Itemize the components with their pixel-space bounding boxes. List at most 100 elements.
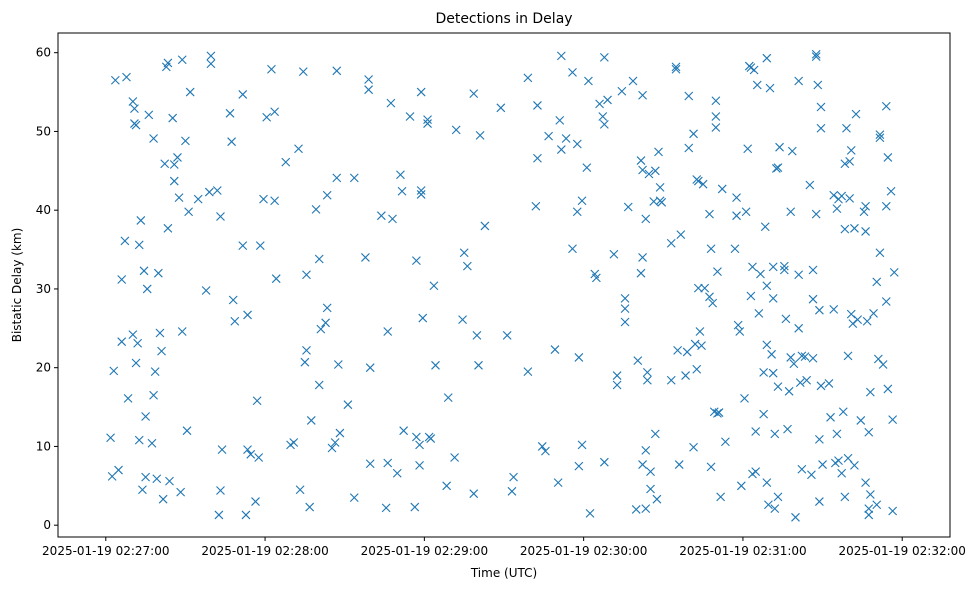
- data-point: [641, 445, 651, 455]
- data-point: [837, 191, 847, 201]
- data-point: [423, 119, 432, 128]
- data-point: [628, 76, 638, 86]
- y-tick-label: 60: [36, 46, 51, 60]
- data-point: [214, 510, 224, 520]
- data-point: [431, 360, 440, 370]
- data-point: [267, 64, 276, 74]
- data-point: [412, 256, 421, 265]
- x-tick-label: 2025-01-19 02:28:00: [201, 544, 328, 558]
- data-point: [642, 375, 652, 385]
- data-point: [416, 190, 426, 199]
- data-point: [311, 205, 321, 214]
- data-point: [241, 510, 251, 520]
- data-point: [577, 440, 587, 450]
- data-point: [410, 502, 420, 512]
- data-point: [650, 166, 660, 176]
- data-point: [631, 505, 641, 514]
- y-axis: 0 10 20 30 40 50 60: [36, 46, 58, 532]
- data-point: [816, 102, 826, 112]
- data-point: [856, 416, 866, 425]
- data-point: [717, 184, 727, 194]
- data-point: [864, 427, 874, 437]
- data-point: [740, 394, 749, 403]
- data-point: [131, 358, 141, 368]
- data-point: [399, 426, 409, 436]
- data-point: [690, 339, 700, 349]
- data-point: [321, 318, 330, 328]
- data-point: [764, 500, 773, 510]
- data-point: [475, 130, 485, 140]
- data-point: [861, 478, 870, 488]
- data-point: [598, 112, 608, 121]
- data-point: [735, 327, 745, 336]
- data-point: [306, 416, 316, 425]
- data-point: [840, 159, 850, 169]
- data-point: [869, 308, 878, 318]
- data-point: [883, 153, 893, 162]
- data-point: [850, 223, 859, 233]
- data-point: [794, 270, 804, 280]
- y-tick-label: 0: [43, 518, 51, 532]
- data-point: [617, 86, 627, 96]
- data-point: [383, 327, 393, 336]
- data-point: [462, 261, 472, 271]
- data-point: [225, 108, 235, 118]
- data-point: [174, 193, 184, 202]
- data-point: [843, 351, 853, 361]
- data-point: [109, 366, 119, 376]
- data-point: [733, 320, 743, 330]
- data-point: [816, 123, 826, 133]
- y-tick-label: 40: [36, 203, 51, 217]
- data-point: [238, 241, 248, 251]
- data-point: [327, 443, 337, 453]
- data-point: [523, 367, 533, 377]
- data-point: [865, 490, 875, 499]
- data-point: [271, 274, 281, 284]
- data-point: [577, 196, 587, 206]
- data-point: [773, 163, 783, 173]
- data-point: [843, 453, 853, 463]
- data-point: [644, 169, 654, 179]
- data-point: [654, 147, 663, 157]
- data-point: [206, 59, 216, 69]
- data-point: [636, 156, 646, 165]
- data-point: [762, 478, 772, 488]
- data-point: [314, 380, 324, 390]
- data-point: [165, 476, 174, 486]
- data-point: [182, 426, 192, 436]
- data-point: [450, 453, 460, 462]
- data-point: [732, 211, 741, 221]
- data-point: [673, 345, 683, 355]
- data-point: [141, 472, 150, 482]
- data-point: [609, 249, 619, 259]
- data-point: [636, 268, 646, 278]
- data-point: [638, 460, 647, 469]
- data-point: [122, 72, 131, 82]
- data-point: [708, 298, 718, 308]
- data-point: [800, 352, 810, 362]
- data-point: [173, 153, 182, 162]
- data-point: [751, 467, 761, 477]
- data-point: [416, 87, 426, 97]
- data-point: [537, 442, 547, 451]
- data-point: [544, 131, 553, 141]
- data-point: [770, 429, 780, 439]
- data-point: [671, 62, 681, 72]
- data-point: [472, 331, 482, 340]
- y-tick-label: 30: [36, 282, 51, 296]
- data-point: [442, 481, 452, 491]
- data-point: [139, 266, 149, 276]
- data-point: [623, 202, 633, 212]
- data-point: [693, 283, 703, 293]
- data-point: [818, 460, 827, 469]
- data-point: [767, 349, 776, 359]
- data-point: [762, 340, 772, 350]
- data-point: [376, 211, 386, 221]
- data-point: [808, 265, 818, 275]
- data-point: [684, 143, 694, 153]
- data-point: [811, 52, 821, 62]
- data-point: [412, 432, 421, 442]
- data-point: [117, 275, 127, 284]
- data-point: [426, 434, 436, 443]
- data-point: [149, 134, 158, 143]
